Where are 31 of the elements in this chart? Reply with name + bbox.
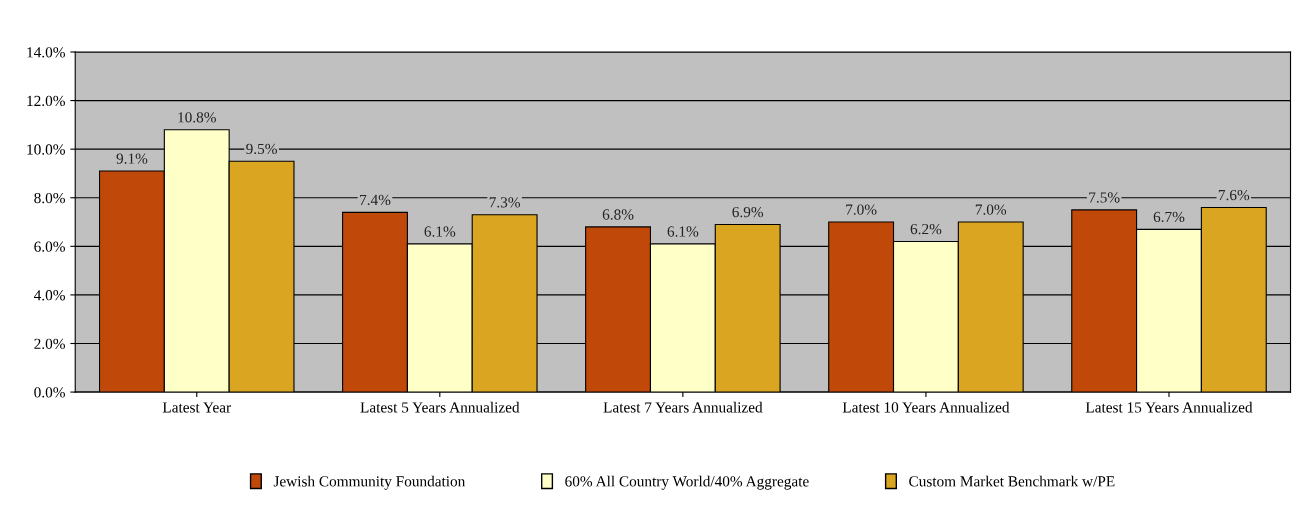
x-tick-label: Latest 10 Years Annualized [842, 401, 1010, 413]
y-tick-label: 6.0% [34, 241, 65, 252]
y-tick-label: 0.0% [34, 387, 65, 398]
x-tick-label: Latest 15 Years Annualized [1085, 401, 1253, 413]
legend-label: Jewish Community Foundation [273, 475, 466, 490]
y-tick-label: 2.0% [34, 338, 65, 350]
legend-label: Custom Market Benchmark w/PE [909, 475, 1115, 487]
data-label: 10.8% [178, 112, 216, 123]
y-tick-label: 8.0% [34, 192, 65, 204]
data-label: 7.5% [1089, 192, 1120, 203]
data-label: 6.9% [732, 206, 764, 218]
y-tick-label: 14.0% [27, 47, 65, 58]
data-label: 6.2% [910, 223, 942, 235]
x-tick-label: Latest 7 Years Annualized [603, 401, 763, 413]
data-label: 6.7% [1153, 211, 1185, 223]
data-label: 6.8% [602, 209, 634, 220]
x-tick-label: Latest Year [162, 402, 231, 413]
data-label: 7.0% [846, 204, 877, 215]
data-label: 7.3% [489, 197, 521, 208]
data-label: 9.5% [246, 143, 277, 155]
data-label: 9.1% [116, 153, 148, 164]
y-tick-label: 4.0% [33, 290, 65, 301]
y-tick-label: 12.0% [27, 95, 65, 107]
data-label: 7.6% [1218, 189, 1250, 201]
legend-label: 60% All Country World/40% Aggregate [565, 475, 809, 490]
data-label: 6.1% [667, 226, 699, 237]
data-label: 6.1% [424, 226, 456, 237]
y-tick-label: 10.0% [27, 144, 65, 155]
data-label: 7.4% [360, 194, 391, 206]
x-tick-label: Latest 5 Years Annualized [360, 401, 520, 413]
data-label: 7.0% [975, 204, 1007, 215]
